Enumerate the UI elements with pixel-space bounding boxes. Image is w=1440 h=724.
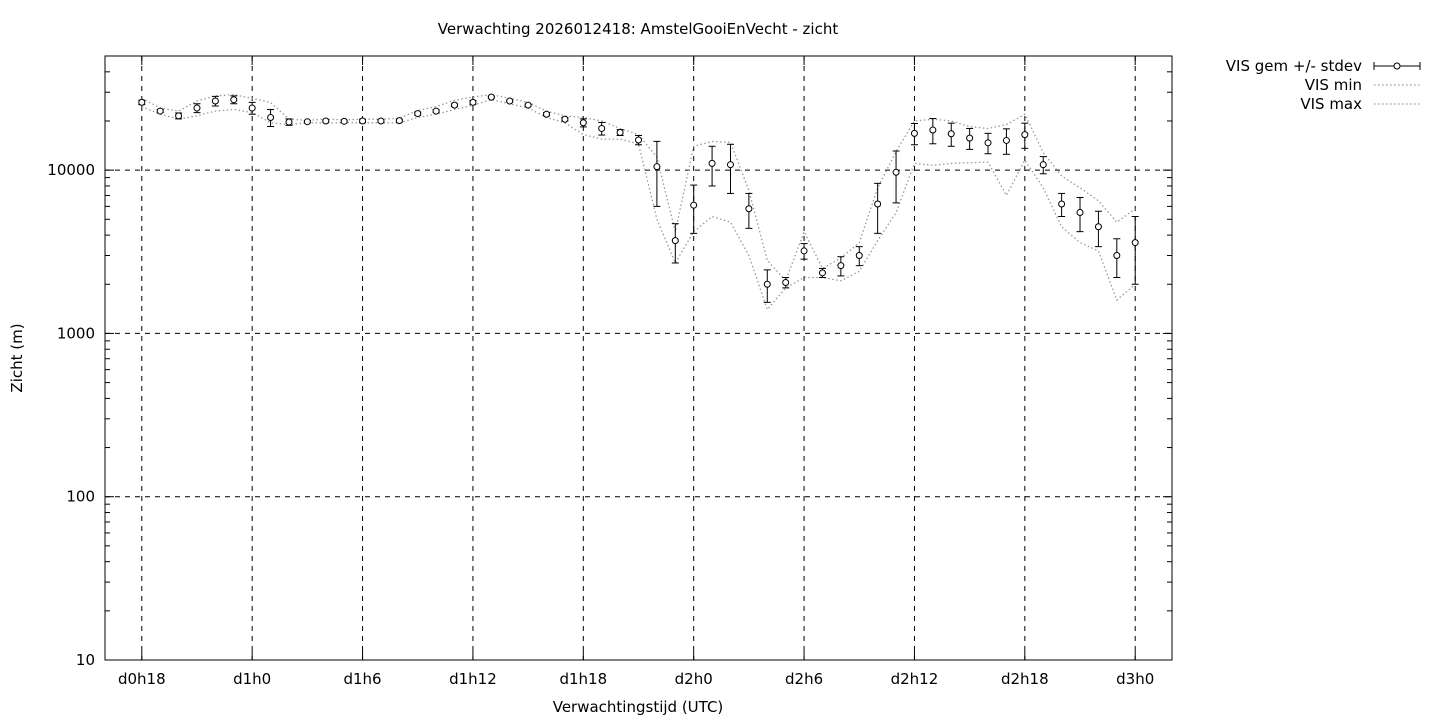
x-tick-label: d1h0 bbox=[233, 670, 271, 688]
data-point bbox=[1058, 200, 1066, 208]
y-tick-label: 10000 bbox=[47, 161, 95, 179]
data-point bbox=[653, 163, 661, 171]
x-tick-label: d1h6 bbox=[343, 670, 381, 688]
data-point bbox=[800, 247, 808, 255]
data-point bbox=[782, 279, 790, 287]
data-point bbox=[340, 117, 348, 125]
data-point bbox=[763, 280, 771, 288]
data-point bbox=[230, 96, 238, 104]
data-point bbox=[598, 124, 606, 132]
data-point bbox=[561, 115, 569, 123]
data-point bbox=[359, 117, 367, 125]
x-tick-label: d0h18 bbox=[118, 670, 166, 688]
series-marks bbox=[138, 93, 1139, 311]
data-point bbox=[285, 118, 293, 126]
data-point bbox=[635, 136, 642, 144]
x-tick-label: d3h0 bbox=[1116, 670, 1154, 688]
data-point bbox=[690, 201, 698, 209]
data-point bbox=[1076, 209, 1084, 217]
data-point bbox=[726, 161, 734, 169]
x-tick-label: d2h0 bbox=[675, 670, 713, 688]
data-point bbox=[892, 168, 900, 176]
x-axis-label: Verwachtingstijd (UTC) bbox=[553, 698, 724, 716]
data-point bbox=[874, 200, 882, 208]
data-point bbox=[929, 126, 937, 134]
data-point bbox=[818, 269, 826, 277]
data-point bbox=[708, 159, 716, 167]
legend-label: VIS gem +/- stdev bbox=[1226, 57, 1362, 75]
data-point bbox=[579, 119, 587, 127]
x-tick-label: d2h6 bbox=[785, 670, 823, 688]
data-point bbox=[837, 262, 845, 270]
data-point bbox=[947, 130, 955, 138]
plot-frame bbox=[104, 55, 1173, 661]
x-tick-label: d1h18 bbox=[559, 670, 607, 688]
data-point bbox=[469, 98, 477, 106]
data-point bbox=[395, 117, 403, 125]
data-point bbox=[910, 129, 918, 137]
data-point bbox=[855, 252, 863, 260]
data-point bbox=[175, 112, 183, 120]
data-point bbox=[414, 110, 422, 118]
data-point bbox=[966, 134, 974, 142]
y-axis-label: Zicht (m) bbox=[8, 323, 26, 392]
data-point bbox=[487, 93, 495, 101]
data-point bbox=[1113, 252, 1121, 260]
data-point bbox=[616, 129, 624, 137]
legend-swatch bbox=[1393, 62, 1401, 70]
data-point bbox=[303, 118, 311, 126]
data-point bbox=[322, 117, 330, 125]
data-point bbox=[671, 237, 679, 245]
axes: 10 100 1000 10000 d0h18 d1h0 d1h6 d1h12 d1h18 d2h… bbox=[47, 55, 1173, 688]
chart-title: Verwachting 2026012418: AmstelGooiEnVech… bbox=[438, 20, 839, 38]
data-point bbox=[211, 97, 219, 105]
data-point bbox=[745, 205, 753, 213]
data-point bbox=[1094, 223, 1102, 231]
data-point bbox=[1039, 161, 1047, 169]
vis-min-line bbox=[141, 99, 1136, 311]
legend-label: VIS min bbox=[1305, 76, 1362, 94]
data-point bbox=[451, 101, 459, 109]
x-tick-label: d2h18 bbox=[1001, 670, 1049, 688]
grid-lines bbox=[105, 56, 1172, 660]
data-point bbox=[984, 139, 992, 147]
data-point bbox=[267, 114, 275, 122]
data-point bbox=[138, 98, 146, 106]
data-point bbox=[524, 101, 532, 109]
data-point bbox=[377, 117, 385, 125]
y-tick-label: 1000 bbox=[57, 324, 95, 342]
data-point bbox=[1002, 136, 1010, 144]
data-point bbox=[543, 110, 551, 118]
data-point bbox=[248, 104, 256, 112]
data-point bbox=[156, 107, 164, 115]
data-point bbox=[506, 97, 514, 105]
x-tick-label: d2h12 bbox=[891, 670, 939, 688]
y-tick-label: 10 bbox=[76, 651, 95, 669]
data-point bbox=[193, 104, 201, 112]
data-point bbox=[432, 107, 440, 115]
x-tick-label: d1h12 bbox=[449, 670, 497, 688]
legend-label: VIS max bbox=[1300, 95, 1362, 113]
y-tick-label: 100 bbox=[66, 488, 95, 506]
data-point bbox=[1131, 239, 1139, 247]
data-point bbox=[1021, 131, 1029, 139]
